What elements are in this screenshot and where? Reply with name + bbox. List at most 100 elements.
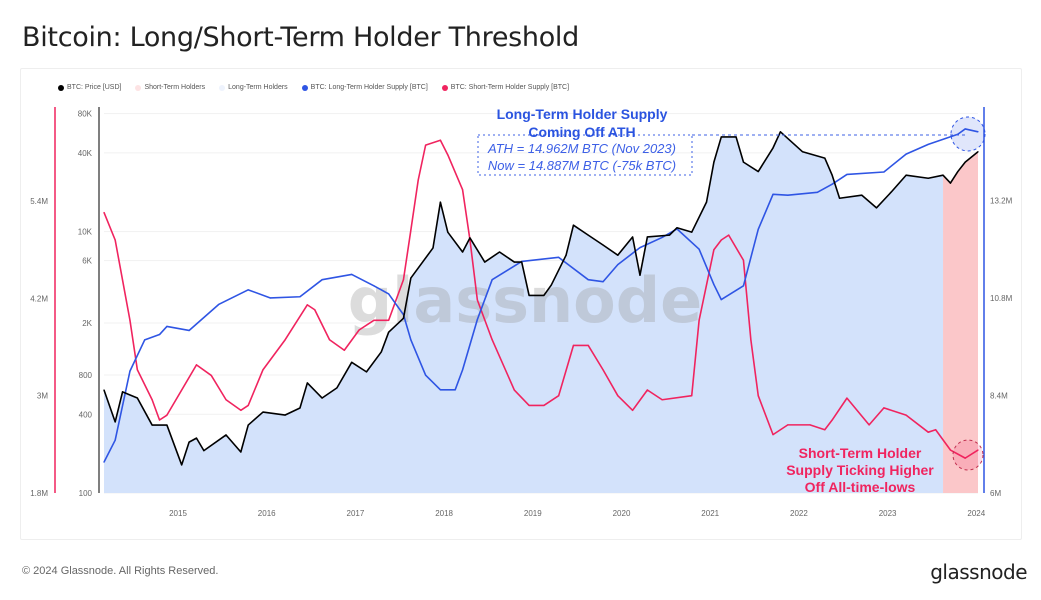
price-point: [351, 361, 353, 363]
legend-item-lth-region[interactable]: Long-Term Holders: [219, 84, 288, 91]
price-point: [188, 441, 190, 443]
lth-supply-point: [454, 389, 456, 391]
price-point: [225, 434, 227, 436]
price-point: [439, 201, 442, 203]
price-point: [498, 251, 501, 253]
price-point: [757, 170, 759, 173]
sth-supply-point: [388, 319, 390, 321]
sth-supply-point: [587, 344, 589, 347]
sth-supply-point: [240, 409, 242, 411]
price-point: [365, 371, 368, 373]
sth-supply-point: [846, 397, 848, 399]
sth-supply-point: [210, 374, 212, 377]
lth-supply-point: [461, 369, 464, 371]
copyright: © 2024 Glassnode. All Rights Reserved.: [22, 565, 219, 577]
glassnode-logo: glassnode: [930, 560, 1027, 584]
price-point: [676, 227, 678, 229]
sth-supply-point: [935, 429, 937, 431]
price-point: [513, 261, 515, 263]
sth-supply-point: [491, 339, 493, 341]
sth-supply-point: [225, 399, 227, 401]
sth-supply-point: [314, 309, 316, 311]
price-point: [713, 161, 715, 163]
lth-supply-point: [373, 285, 375, 287]
price-tick-label: 80K: [78, 110, 93, 119]
lth-supply-point: [977, 131, 979, 133]
lth-supply-point: [602, 281, 604, 283]
lth-supply-point: [617, 264, 619, 266]
lth-supply-point: [720, 298, 722, 301]
lth-supply-point: [158, 333, 161, 336]
lth-supply-point: [883, 171, 885, 173]
price-point: [890, 191, 892, 193]
price-point: [838, 197, 841, 199]
lth-supply-point: [698, 248, 700, 250]
sth-supply-point: [927, 431, 929, 433]
price-point: [136, 397, 138, 399]
price-point: [447, 231, 449, 233]
sth-highlight-circle: [952, 439, 984, 471]
sth-supply-point: [602, 369, 604, 371]
price-point: [875, 207, 878, 209]
sth-supply-point: [757, 395, 759, 397]
x-tick-label: 2019: [524, 509, 542, 518]
legend-dot-icon: [441, 84, 448, 91]
legend-label: Short-Term Holders: [144, 84, 206, 91]
sth-supply-point: [698, 319, 700, 321]
lth-annotation-line1: Long-Term Holder Supply: [497, 106, 668, 122]
legend-item-sth-supply[interactable]: BTC: Short-Term Holder Supply [BTC]: [441, 84, 569, 91]
price-point: [735, 136, 737, 138]
lth-supply-point: [218, 303, 220, 306]
price-point: [203, 450, 205, 452]
series-lines: [103, 128, 979, 466]
sth-tick-label: 3M: [37, 392, 48, 401]
area-fills: [104, 131, 978, 494]
lth-supply-point: [351, 273, 353, 276]
lth-annotation-line3: ATH = 14.962M BTC (Nov 2023): [487, 141, 676, 156]
lth-supply-point: [439, 389, 442, 391]
price-point: [550, 284, 552, 286]
price-point: [195, 437, 198, 439]
lth-supply-point: [927, 143, 929, 145]
sth-supply-point: [373, 319, 375, 321]
lth-supply-point: [188, 329, 190, 332]
legend-item-lth-supply[interactable]: BTC: Long-Term Holder Supply [BTC]: [301, 84, 428, 91]
price-point: [565, 254, 567, 256]
price-point: [905, 174, 907, 176]
lth-supply-point: [787, 194, 789, 196]
price-line: [103, 131, 979, 466]
sth-supply-point: [661, 399, 663, 401]
legend-item-sth-region[interactable]: Short-Term Holders: [135, 84, 205, 91]
price-point: [469, 237, 471, 239]
price-point: [380, 351, 382, 353]
sth-supply-point: [831, 419, 833, 421]
price-point: [779, 131, 782, 133]
lth-supply-point: [558, 256, 560, 258]
price-point: [861, 194, 863, 196]
price-point: [432, 247, 434, 249]
legend-dot-icon: [135, 84, 142, 91]
sth-supply-point: [103, 211, 105, 214]
price-point: [668, 234, 671, 236]
sth-supply-point: [247, 404, 249, 407]
price-point: [543, 294, 545, 296]
lth-supply-point: [661, 236, 663, 239]
sth-annotation-line3: Off All-time-lows: [805, 479, 916, 495]
price-point: [587, 234, 589, 236]
price-point: [121, 391, 124, 393]
sth-supply-point: [461, 189, 464, 191]
lth-supply-point: [757, 228, 759, 230]
sth-tick-label: 5.4M: [30, 197, 48, 206]
lth-supply-point: [247, 289, 249, 291]
legend-item-price[interactable]: BTC: Price [USD]: [58, 84, 121, 91]
price-point: [964, 161, 966, 163]
price-point: [977, 151, 979, 153]
price-point: [410, 277, 412, 279]
sth-supply-point: [617, 395, 619, 397]
sth-supply-point: [949, 449, 952, 451]
sth-tick-label: 4.2M: [30, 294, 48, 303]
x-tick-label: 2018: [435, 509, 453, 518]
lth-supply-point: [742, 285, 745, 287]
lth-annotation-line4: Now = 14.887M BTC (-75k BTC): [488, 158, 676, 173]
price-point: [240, 451, 242, 453]
